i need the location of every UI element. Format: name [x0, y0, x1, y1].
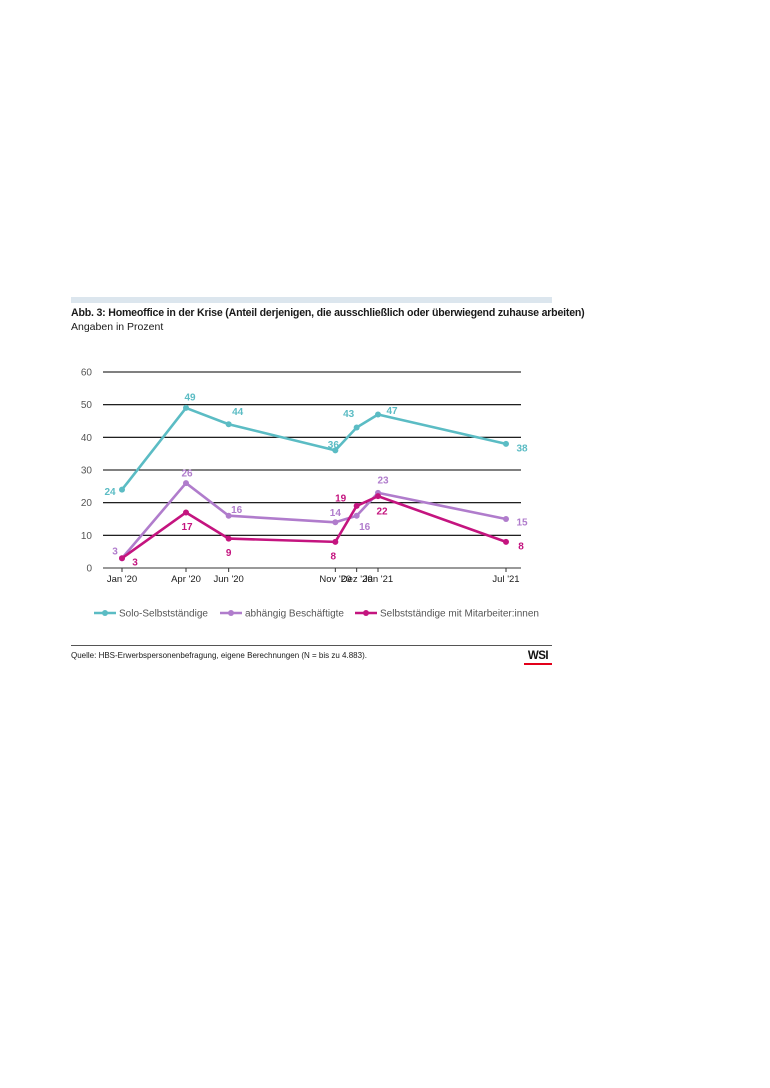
data-label-solo-selbststaendige: 38: [516, 443, 528, 454]
x-tick-label: Jan '21: [363, 574, 393, 585]
legend-label-selbststaendige-mit-mitarbeitern: Selbstständige mit Mitarbeiter:innen: [380, 609, 539, 620]
y-tick-label: 30: [81, 466, 93, 477]
legend-marker-abhaengig-beschaeftigte: [228, 610, 234, 616]
y-tick-label: 20: [81, 498, 93, 509]
data-point-abhaengig-beschaeftigte: [332, 519, 339, 526]
data-point-solo-selbststaendige: [332, 447, 339, 454]
x-tick-label: Jun '20: [213, 574, 243, 585]
x-tick-label: Jul '21: [492, 574, 519, 585]
x-tick-label: Jan '20: [107, 574, 137, 585]
data-label-selbststaendige-mit-mitarbeitern: 8: [331, 551, 337, 562]
header-bar: [71, 297, 552, 303]
data-point-solo-selbststaendige: [183, 404, 189, 411]
data-label-abhaengig-beschaeftigte: 3: [112, 547, 118, 558]
data-point-abhaengig-beschaeftigte: [353, 512, 360, 519]
wsi-logo: WSI: [524, 650, 552, 665]
chart-title: Abb. 3: Homeoffice in der Krise (Anteil …: [71, 307, 585, 319]
data-label-solo-selbststaendige: 24: [104, 487, 116, 498]
legend-marker-solo-selbststaendige: [102, 610, 108, 616]
gridlines: [103, 371, 521, 569]
y-axis-ticks: 0 10 20 30 40 50 60: [81, 368, 93, 575]
data-label-abhaengig-beschaeftigte: 26: [181, 469, 193, 480]
data-label-selbststaendige-mit-mitarbeitern: 17: [181, 522, 193, 533]
chart-subtitle: Angaben in Prozent: [71, 321, 164, 333]
y-tick-label: 60: [81, 368, 93, 379]
data-point-selbststaendige-mit-mitarbeitern: [332, 538, 339, 545]
logo-text: WSI: [527, 650, 549, 662]
data-label-solo-selbststaendige: 47: [386, 406, 398, 417]
data-point-selbststaendige-mit-mitarbeitern: [225, 535, 232, 542]
y-tick-label: 40: [81, 433, 93, 444]
x-tick-label: Apr '20: [171, 574, 201, 585]
y-tick-label: 0: [86, 564, 92, 575]
legend-label-abhaengig-beschaeftigte: abhängig Beschäftigte: [245, 609, 344, 620]
x-tick-label: Nov '20: [319, 574, 351, 585]
data-label-abhaengig-beschaeftigte: 23: [377, 475, 389, 486]
y-tick-label: 10: [81, 531, 93, 542]
data-label-solo-selbststaendige: 43: [343, 409, 355, 420]
data-label-abhaengig-beschaeftigte: 14: [330, 508, 342, 519]
data-label-selbststaendige-mit-mitarbeitern: 19: [335, 493, 347, 504]
data-point-abhaengig-beschaeftigte: [183, 480, 189, 487]
legend-label-solo-selbststaendige: Solo-Selbstständige: [119, 609, 208, 620]
data-point-solo-selbststaendige: [503, 440, 509, 447]
data-point-abhaengig-beschaeftigte: [503, 516, 509, 522]
logo-bar: [524, 663, 552, 665]
series-line-solo-selbststaendige: [120, 406, 508, 491]
data-point-solo-selbststaendige: [353, 424, 360, 431]
data-label-selbststaendige-mit-mitarbeitern: 3: [132, 558, 138, 569]
data-label-abhaengig-beschaeftigte: 15: [516, 518, 528, 529]
data-point-solo-selbststaendige: [119, 486, 125, 493]
data-label-selbststaendige-mit-mitarbeitern: 9: [226, 548, 232, 559]
data-point-solo-selbststaendige: [225, 421, 232, 428]
footer-rule: [71, 645, 552, 646]
data-point-selbststaendige-mit-mitarbeitern: [353, 502, 360, 509]
data-point-abhaengig-beschaeftigte: [225, 512, 232, 519]
data-point-selbststaendige-mit-mitarbeitern: [503, 538, 509, 545]
data-label-selbststaendige-mit-mitarbeitern: 22: [376, 507, 388, 518]
data-label-selbststaendige-mit-mitarbeitern: 8: [518, 541, 524, 552]
legend-marker-selbststaendige-mit-mitarbeitern: [363, 610, 369, 616]
y-tick-label: 50: [81, 400, 93, 411]
data-label-abhaengig-beschaeftigte: 16: [231, 505, 243, 516]
legend: Solo-Selbstständige abhängig Beschäftigte…: [94, 609, 539, 620]
source-note: Quelle: HBS-Erwerbspersonenbefragung, ei…: [71, 651, 367, 660]
series-line-selbststaendige-mit-mitarbeitern: [120, 494, 508, 560]
data-label-solo-selbststaendige: 36: [328, 440, 340, 451]
data-point-solo-selbststaendige: [375, 411, 381, 418]
data-labels: 24 49 44 36 43 47 38 3 26 16 14 16 23 15 3 17 9 8 19 22 8: [104, 392, 528, 568]
data-point-selbststaendige-mit-mitarbeitern: [119, 555, 125, 562]
data-point-selbststaendige-mit-mitarbeitern: [183, 509, 189, 516]
series-lines: [119, 404, 509, 562]
data-point-selbststaendige-mit-mitarbeitern: [375, 493, 381, 500]
data-label-solo-selbststaendige: 49: [184, 392, 196, 403]
data-label-solo-selbststaendige: 44: [232, 407, 244, 418]
data-label-abhaengig-beschaeftigte: 16: [359, 522, 371, 533]
x-tick-label: Dez '20: [341, 574, 373, 585]
